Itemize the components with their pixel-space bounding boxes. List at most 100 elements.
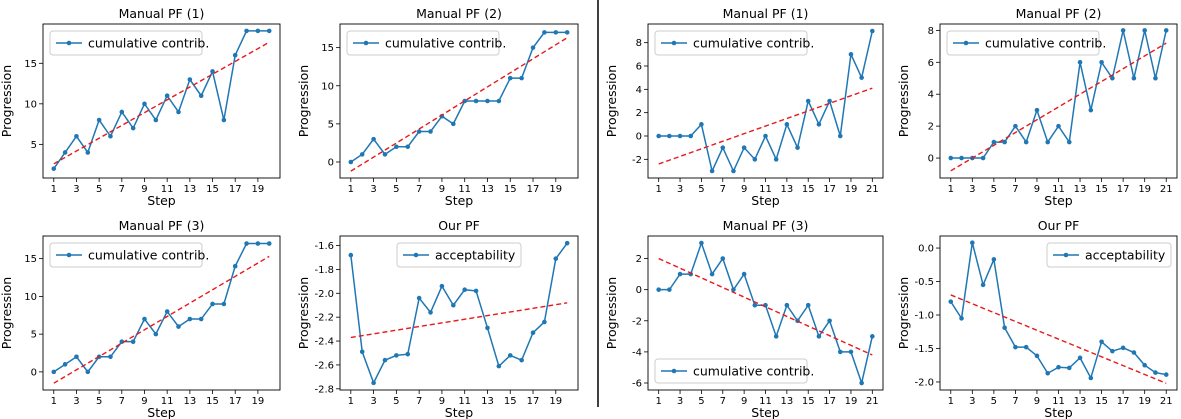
y-tick-label: -2.0 <box>914 377 934 388</box>
legend-marker <box>1063 252 1069 258</box>
x-tick-label: 9 <box>141 184 147 195</box>
data-point <box>1120 28 1126 33</box>
x-tick-label: 21 <box>1160 184 1173 195</box>
data-point <box>1013 344 1018 350</box>
data-point <box>62 150 68 155</box>
y-tick-label: -1.5 <box>914 344 934 355</box>
data-point <box>405 351 411 357</box>
data-point <box>564 240 570 246</box>
data-point <box>741 145 747 150</box>
x-tick-label: 1 <box>348 396 354 407</box>
y-tick-label: 4 <box>928 90 934 101</box>
data-point <box>553 256 559 261</box>
chart-title: Our PF <box>1038 218 1080 233</box>
trend-line <box>950 42 1167 172</box>
data-point <box>667 133 672 139</box>
data-point <box>1142 28 1147 33</box>
data-point <box>210 69 215 74</box>
trend-line <box>350 37 568 172</box>
y-axis-label: Progression <box>296 65 311 137</box>
data-point <box>805 98 811 104</box>
data-point <box>1045 139 1051 145</box>
y-tick-label: 15 <box>321 43 334 54</box>
data-point <box>959 316 964 321</box>
y-tick-label: 10 <box>24 292 37 303</box>
data-point <box>428 129 433 134</box>
y-tick-label: 15 <box>24 59 37 70</box>
y-axis-label: Progression <box>604 65 619 137</box>
y-tick-label: 0 <box>636 285 642 296</box>
x-tick-label: 1 <box>655 396 661 407</box>
legend: cumulative contrib. <box>49 242 209 268</box>
x-tick-label: 17 <box>823 396 836 407</box>
data-point <box>1056 364 1061 370</box>
y-tick-label: 4 <box>636 85 642 96</box>
y-tick-label: -2.0 <box>314 289 334 300</box>
y-tick-label: -2 <box>632 155 642 166</box>
data-point <box>221 301 227 307</box>
series-line <box>53 242 270 374</box>
data-point <box>699 240 704 246</box>
x-axis-label: Step <box>1044 405 1073 419</box>
data-point <box>519 75 524 81</box>
y-tick-label: 0 <box>31 367 37 378</box>
data-point <box>210 301 215 307</box>
x-tick-label: 3 <box>677 184 683 195</box>
data-point <box>980 282 986 288</box>
data-point <box>244 241 249 246</box>
data-point <box>530 45 536 50</box>
y-tick-label: -0.5 <box>914 277 934 288</box>
data-point <box>371 136 376 142</box>
x-tick-label: 1 <box>348 184 354 195</box>
x-tick-label: 7 <box>720 396 726 407</box>
y-tick-label: 15 <box>24 254 37 265</box>
data-point <box>85 369 91 375</box>
data-point <box>991 257 997 262</box>
data-point <box>870 334 875 339</box>
data-point <box>51 369 57 375</box>
data-point <box>382 357 388 363</box>
x-tick-label: 17 <box>823 184 836 195</box>
data-point <box>709 271 715 277</box>
data-point <box>827 318 832 324</box>
data-point <box>462 287 467 293</box>
x-tick-label: 5 <box>96 396 102 407</box>
legend-label: acceptability <box>1085 248 1166 263</box>
legend-marker <box>363 40 369 46</box>
data-point <box>1066 139 1072 145</box>
data-point <box>1163 372 1169 377</box>
data-point <box>948 155 954 161</box>
data-point <box>848 52 854 57</box>
data-point <box>784 122 790 127</box>
y-tick-label: -1.8 <box>314 265 334 276</box>
data-point <box>816 122 822 127</box>
chart-title: Manual PF (2) <box>1016 6 1102 21</box>
x-tick-label: 13 <box>183 396 196 407</box>
chart-title: Manual PF (1) <box>723 6 809 21</box>
data-point <box>720 256 726 261</box>
data-point <box>153 117 159 123</box>
data-point <box>1077 60 1083 65</box>
data-point <box>232 263 238 269</box>
chart-title: Manual PF (2) <box>416 6 502 21</box>
y-axis-label: Progression <box>0 277 14 349</box>
data-point <box>1013 123 1018 129</box>
data-point <box>108 354 113 360</box>
data-point <box>405 144 411 150</box>
axes-frame <box>42 23 281 179</box>
x-tick-label: 13 <box>481 184 494 195</box>
y-tick-label: 8 <box>636 38 642 49</box>
legend-box <box>654 30 808 56</box>
y-tick-label: 5 <box>31 330 37 341</box>
legend-label: acceptability <box>435 248 516 263</box>
data-point <box>784 302 790 308</box>
data-point <box>848 349 854 355</box>
x-tick-label: 17 <box>229 396 242 407</box>
data-point <box>773 157 779 162</box>
data-point <box>142 316 147 322</box>
data-point <box>485 98 490 104</box>
data-point <box>394 144 399 150</box>
